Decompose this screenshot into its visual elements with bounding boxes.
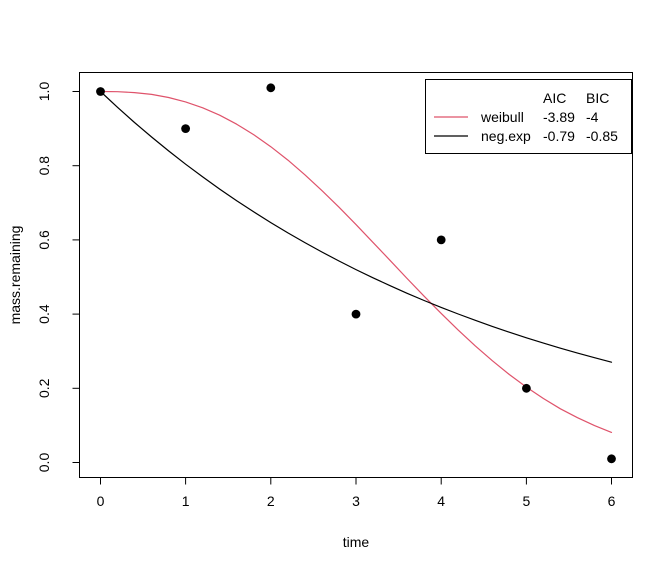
y-tick-label: 0.6 xyxy=(36,230,52,250)
y-axis: 0.0 0.2 0.4 0.6 0.8 1.0 xyxy=(36,82,80,473)
negexp-curve xyxy=(99,90,613,363)
data-point xyxy=(351,309,361,319)
legend-column-bic: BIC xyxy=(586,90,609,106)
x-tick-label: 6 xyxy=(608,493,616,509)
data-points xyxy=(96,83,616,464)
x-tick-label: 4 xyxy=(437,493,445,509)
data-point xyxy=(607,454,616,464)
y-axis-title: mass.remaining xyxy=(7,226,23,325)
legend-column-aic: AIC xyxy=(543,90,566,106)
legend: AIC BIC weibull -3.89 -4 neg.exp -0.79 -… xyxy=(425,79,632,154)
legend-negexp-aic: -0.79 xyxy=(543,128,575,144)
legend-weibull-bic: -4 xyxy=(586,109,599,125)
data-point xyxy=(436,235,446,245)
legend-weibull-aic: -3.89 xyxy=(543,109,575,125)
data-point xyxy=(181,124,191,133)
x-tick-label: 5 xyxy=(523,493,531,509)
legend-negexp-bic: -0.85 xyxy=(586,128,618,144)
y-tick-label: 0.2 xyxy=(36,378,52,398)
x-tick-label: 1 xyxy=(182,493,190,509)
x-tick-label: 0 xyxy=(97,493,105,509)
y-tick-label: 0.0 xyxy=(36,453,52,473)
data-point xyxy=(96,87,105,96)
x-tick-label: 3 xyxy=(352,493,360,509)
x-axis-title: time xyxy=(343,534,370,550)
data-point xyxy=(522,383,531,393)
y-tick-label: 0.8 xyxy=(36,156,52,176)
y-tick-label: 1.0 xyxy=(36,82,52,102)
legend-label-weibull: weibull xyxy=(480,109,524,125)
legend-label-negexp: neg.exp xyxy=(481,128,531,144)
x-axis: 0 1 2 3 4 5 6 xyxy=(97,477,616,509)
y-tick-label: 0.4 xyxy=(36,304,52,324)
data-point xyxy=(266,83,276,93)
x-tick-label: 2 xyxy=(267,493,275,509)
